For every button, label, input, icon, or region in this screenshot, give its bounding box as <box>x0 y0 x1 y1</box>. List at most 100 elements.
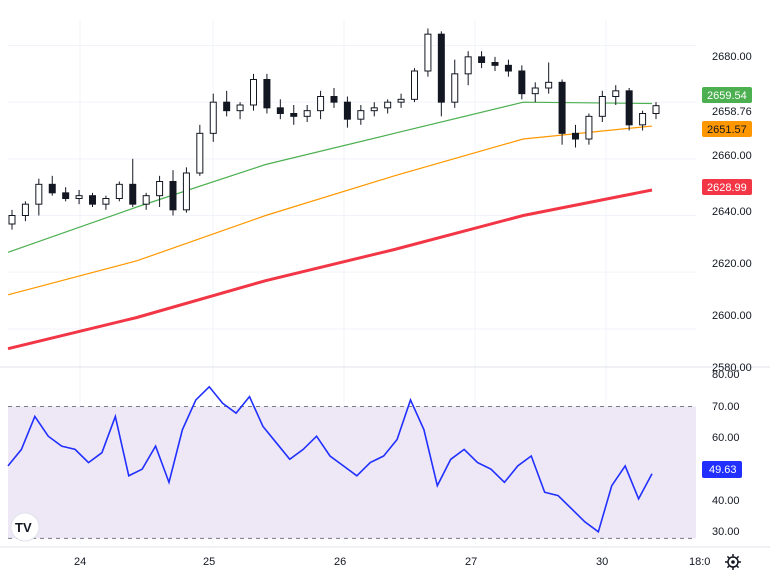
time-label: 18:0 <box>689 556 710 568</box>
price-tick: 2620.00 <box>712 258 752 270</box>
candle-body <box>357 110 365 120</box>
candle <box>343 96 351 128</box>
candle-body <box>598 96 606 117</box>
ma_mid-line <box>7 125 653 296</box>
gear-icon[interactable] <box>725 554 741 570</box>
candle-body <box>263 79 271 109</box>
candle <box>236 102 244 120</box>
candle <box>545 62 553 94</box>
candle <box>572 124 579 148</box>
ma-fast-tag-bg <box>702 87 752 103</box>
candle <box>612 85 620 105</box>
rsi-series <box>7 385 653 534</box>
candle <box>397 93 405 108</box>
candle-body <box>182 172 190 211</box>
tradingview-logo[interactable]: TV <box>10 512 40 542</box>
time-label: 24 <box>74 556 86 568</box>
candle-body <box>437 33 445 103</box>
candle-body <box>572 132 579 140</box>
ma-slow-tag-bg <box>702 179 752 195</box>
candle-body <box>303 110 311 117</box>
candle-body <box>250 79 257 106</box>
ma-fast-tag: 2659.54 <box>707 90 747 102</box>
candle <box>8 209 16 230</box>
candle-body <box>384 101 392 109</box>
candle <box>263 73 271 114</box>
candle <box>169 170 177 216</box>
candle <box>142 192 150 210</box>
price-tick: 2600.00 <box>712 310 752 322</box>
candle-body <box>8 215 16 225</box>
rsi-axis: 80.00 70.00 60.00 40.00 30.00 49.63 <box>702 369 742 538</box>
candle-body <box>531 87 539 95</box>
candle <box>424 28 432 77</box>
candle-body <box>48 183 56 194</box>
candle-body <box>209 101 217 134</box>
candle <box>464 51 472 86</box>
rsi-value-tag: 49.63 <box>709 464 737 476</box>
candle-body <box>504 64 512 72</box>
price-tick: 2680.00 <box>712 51 752 63</box>
candle <box>451 59 459 108</box>
ma-mid-tag-bg <box>702 121 752 137</box>
rsi-tick: 30.00 <box>712 526 740 538</box>
candle <box>21 201 29 222</box>
candle-body <box>652 105 660 115</box>
candle-body <box>558 81 566 134</box>
candle <box>48 175 56 196</box>
candle-body <box>21 203 29 217</box>
candle-body <box>625 90 633 126</box>
time-label: 25 <box>203 556 215 568</box>
candle <box>129 158 137 207</box>
candle-body <box>156 181 164 197</box>
candle <box>115 181 123 202</box>
rsi-tick: 80.00 <box>712 369 740 381</box>
time-label: 26 <box>334 556 346 568</box>
candle <box>223 90 231 117</box>
candle <box>250 73 257 111</box>
candle-body <box>89 195 96 205</box>
candlesticks <box>8 28 660 230</box>
candle-body <box>290 113 298 117</box>
candle-body <box>62 192 70 199</box>
candle <box>558 79 566 145</box>
candle-body <box>196 132 204 174</box>
candle-body <box>330 96 338 103</box>
time-label: 30 <box>596 556 608 568</box>
candle <box>75 190 83 205</box>
candle-body <box>639 113 647 126</box>
ma_fast-line <box>7 101 653 253</box>
candle-body <box>169 181 177 211</box>
rsi-line <box>7 385 653 534</box>
candle-body <box>518 70 526 95</box>
candle-body <box>411 70 418 100</box>
candle <box>518 65 526 100</box>
rsi-value-tag-bg <box>702 461 742 478</box>
candle <box>209 93 217 142</box>
candle <box>478 51 486 69</box>
candle <box>370 102 378 117</box>
time-label: 27 <box>465 556 477 568</box>
candle <box>303 105 311 122</box>
candle-body <box>491 62 499 66</box>
candle <box>491 56 499 71</box>
candle-body <box>545 81 553 89</box>
last-price-tag: 2658.76 <box>712 106 752 118</box>
candle-body <box>612 90 620 98</box>
candle <box>504 59 512 77</box>
candle-body <box>236 104 244 112</box>
candle-body <box>102 198 110 205</box>
candle-body <box>478 56 486 63</box>
candle-body <box>397 98 405 103</box>
rsi-tick: 40.00 <box>712 495 740 507</box>
candle <box>384 99 392 114</box>
candle-body <box>464 56 472 75</box>
ma-slow-tag: 2628.99 <box>707 182 747 194</box>
rsi-tick: 60.00 <box>712 432 740 444</box>
candle <box>62 187 70 202</box>
candle-body <box>129 183 137 205</box>
candle <box>652 102 660 120</box>
candle-body <box>343 101 351 120</box>
candle <box>102 195 110 210</box>
candle <box>182 167 190 213</box>
